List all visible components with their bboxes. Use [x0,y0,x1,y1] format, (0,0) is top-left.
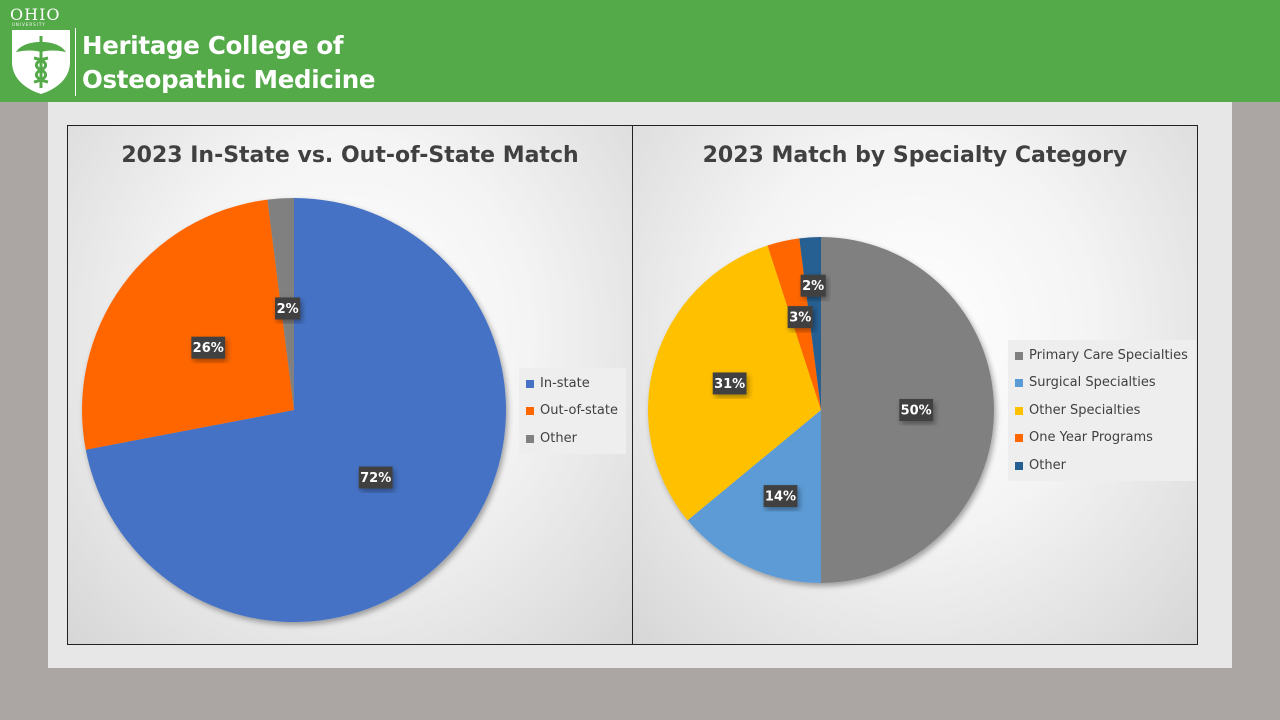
chart-title-specialty: 2023 Match by Specialty Category [702,143,1128,168]
legend-item-in-state: In-state [519,370,626,397]
legend-label: Other [540,430,577,446]
legend-item-out-of-state: Out-of-state [519,397,626,424]
svg-text:31%: 31% [714,377,745,392]
legend-swatch [526,434,534,443]
legend-label: Primary Care Specialties [1029,348,1188,363]
data-label-other: 2% [275,297,301,320]
svg-text:14%: 14% [765,490,796,505]
data-label-out-of-state: 26% [191,336,226,359]
pie-slice-out-of-state [81,199,294,450]
data-label-primary-care-specialties: 50% [899,399,934,421]
data-label-other-specialties: 31% [712,372,747,395]
svg-text:72%: 72% [360,471,391,486]
logo-university-text: UNIVERSITY [12,22,46,27]
logo-divider [75,28,76,96]
legend-label: Surgical Specialties [1029,375,1156,391]
legend-label: In-state [540,376,590,391]
college-name-line2: Osteopathic Medicine [82,65,376,94]
legend-in-state: In-state Out-of-state Other [519,368,626,455]
legend-item-other: Other [1008,452,1196,479]
legend-swatch [1015,406,1023,415]
college-name: Heritage College of Osteopathic Medicine [82,29,375,97]
data-label-other: 2% [800,274,826,297]
college-name-line1: Heritage College of [82,31,344,60]
header-banner: OHIO UNIVERSITY Heritage College of Oste… [0,0,1280,102]
legend-swatch [1015,352,1023,360]
pie-slice-surgical-specialties [687,410,821,583]
logo-ohio-text: OHIO [10,5,61,24]
legend-swatch [1015,461,1023,470]
svg-text:50%: 50% [901,404,932,419]
pie-chart-specialty: 50% 14% 31% 3% 2% [648,237,994,583]
chart-panel-in-state: 2023 In-State vs. Out-of-State Match 72%… [67,125,633,645]
legend-label: Out-of-state [540,403,618,419]
legend-item-one-year-programs: One Year Programs [1008,424,1196,451]
legend-item-primary-care-specialties: Primary Care Specialties [1008,342,1196,369]
svg-text:2%: 2% [802,279,824,294]
legend-label: Other Specialties [1029,402,1141,418]
data-label-one-year-programs: 3% [787,306,813,329]
legend-item-other: Other [519,425,626,452]
chart-panel-specialty: 2023 Match by Specialty Category 50% 14% 3… [632,125,1198,645]
svg-text:3%: 3% [789,311,811,326]
legend-swatch [1015,379,1023,388]
svg-text:2%: 2% [277,302,299,317]
legend-item-surgical-specialties: Surgical Specialties [1008,369,1196,396]
legend-specialty: Primary Care Specialties Surgical Special… [1008,340,1196,481]
legend-swatch [526,407,534,416]
legend-swatch [1015,434,1023,443]
svg-text:26%: 26% [193,341,224,356]
legend-label: One Year Programs [1029,430,1153,446]
pie-slice-in-state [85,198,506,622]
caduceus-shield-icon [12,30,70,94]
legend-item-other-specialties: Other Specialties [1008,397,1196,424]
data-label-surgical-specialties: 14% [763,485,798,508]
data-label-in-state: 72% [358,466,393,489]
legend-label: Other [1029,457,1066,473]
chart-title-in-state: 2023 In-State vs. Out-of-State Match [121,143,579,168]
legend-swatch [526,380,534,388]
pie-chart-in-state: 72% 26% 2% [81,198,506,622]
